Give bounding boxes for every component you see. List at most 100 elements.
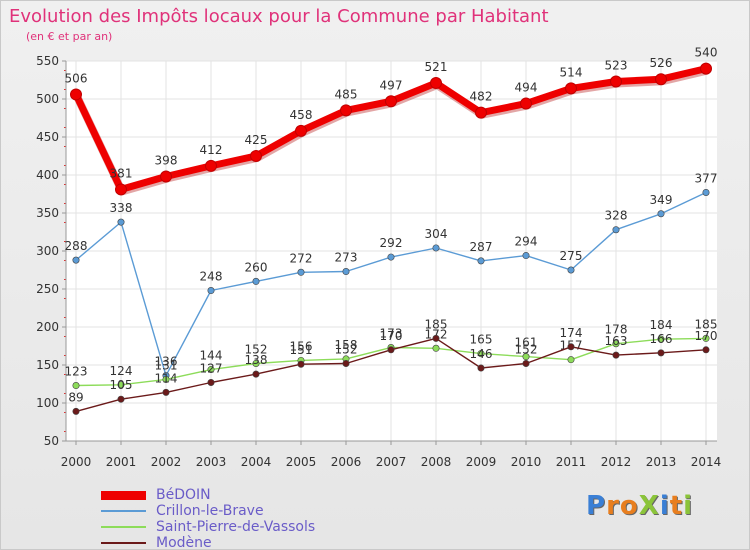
data-label-modene: 166 <box>650 332 673 346</box>
data-label-crillon-le-brave: 349 <box>650 193 673 207</box>
data-label-saint-pierre-de-vassols: 131 <box>155 358 178 372</box>
data-label-bedoin: 526 <box>650 56 673 70</box>
point-modene <box>612 351 620 359</box>
point-saint-pierre-de-vassols <box>702 334 710 342</box>
data-label-modene: 114 <box>155 371 178 385</box>
legend-swatch <box>101 510 146 512</box>
data-label-saint-pierre-de-vassols: 158 <box>335 338 358 352</box>
x-tick-label: 2008 <box>421 455 452 469</box>
point-crillon-le-brave <box>657 210 665 218</box>
data-label-bedoin: 494 <box>515 81 538 95</box>
data-label-bedoin: 458 <box>290 108 313 122</box>
point-bedoin <box>340 104 352 117</box>
chart-title: Evolution des Impôts locaux pour la Comm… <box>9 6 549 27</box>
y-tick-label: 550 <box>36 54 59 68</box>
data-label-bedoin: 412 <box>200 143 223 157</box>
x-tick-label: 2001 <box>106 455 137 469</box>
data-label-modene: 146 <box>470 347 493 361</box>
y-tick-label: 250 <box>36 282 59 296</box>
legend-item-crillon-le-brave: Crillon-le-Brave <box>101 503 315 519</box>
point-bedoin <box>385 95 397 108</box>
logo-letter: i <box>683 491 694 521</box>
data-label-modene: 152 <box>515 342 538 356</box>
point-bedoin <box>70 88 82 101</box>
y-tick-label: 450 <box>36 130 59 144</box>
point-saint-pierre-de-vassols <box>657 335 665 343</box>
x-tick-label: 2004 <box>241 455 272 469</box>
x-tick-label: 2010 <box>511 455 542 469</box>
data-label-modene: 151 <box>290 343 313 357</box>
data-label-saint-pierre-de-vassols: 144 <box>200 349 223 363</box>
point-crillon-le-brave <box>117 218 125 226</box>
point-crillon-le-brave <box>477 257 485 265</box>
data-label-saint-pierre-de-vassols: 178 <box>605 323 628 337</box>
data-label-crillon-le-brave: 260 <box>245 260 268 274</box>
data-label-crillon-le-brave: 273 <box>335 251 358 265</box>
point-crillon-le-brave <box>432 244 440 252</box>
y-tick-label: 100 <box>36 396 59 410</box>
point-saint-pierre-de-vassols <box>612 340 620 348</box>
point-crillon-le-brave <box>387 253 395 261</box>
data-label-saint-pierre-de-vassols: 172 <box>425 327 448 341</box>
point-modene <box>342 359 350 367</box>
y-tick-label: 50 <box>44 434 59 448</box>
data-label-modene: 170 <box>380 329 403 343</box>
data-label-modene: 127 <box>200 361 223 375</box>
data-label-bedoin: 497 <box>380 78 403 92</box>
point-crillon-le-brave <box>567 266 575 274</box>
point-bedoin <box>610 75 622 88</box>
x-tick-label: 2000 <box>61 455 92 469</box>
point-saint-pierre-de-vassols <box>522 353 530 361</box>
data-label-modene: 174 <box>560 326 583 340</box>
point-bedoin <box>250 150 262 162</box>
point-crillon-le-brave <box>612 226 620 234</box>
data-label-saint-pierre-de-vassols: 124 <box>110 364 133 378</box>
y-tick-label: 500 <box>36 92 59 106</box>
legend-swatch <box>101 526 146 528</box>
data-label-bedoin: 514 <box>560 65 583 79</box>
point-bedoin <box>475 106 487 119</box>
y-tick-label: 400 <box>36 168 59 182</box>
data-label-bedoin: 521 <box>425 60 448 74</box>
point-bedoin <box>160 170 172 183</box>
point-modene <box>522 359 530 367</box>
data-label-crillon-le-brave: 136 <box>155 355 178 369</box>
y-tick-label: 350 <box>36 206 59 220</box>
legend-label: Modène <box>156 535 212 550</box>
point-saint-pierre-de-vassols <box>477 350 485 358</box>
logo-letter: i <box>659 491 670 521</box>
point-crillon-le-brave <box>252 277 260 285</box>
data-label-saint-pierre-de-vassols: 123 <box>65 365 88 379</box>
data-label-crillon-le-brave: 338 <box>110 201 133 215</box>
legend-swatch <box>101 542 146 544</box>
legend-item-bedoin: BéDOIN <box>101 487 315 503</box>
point-saint-pierre-de-vassols <box>252 359 260 367</box>
data-label-bedoin: 485 <box>335 87 358 101</box>
y-tick-label: 300 <box>36 244 59 258</box>
data-label-crillon-le-brave: 248 <box>200 270 223 284</box>
data-label-bedoin: 506 <box>65 71 88 85</box>
point-modene <box>207 378 215 386</box>
data-label-crillon-le-brave: 272 <box>290 251 313 265</box>
x-tick-label: 2003 <box>196 455 227 469</box>
data-label-crillon-le-brave: 294 <box>515 235 538 249</box>
point-bedoin <box>430 77 442 90</box>
point-modene <box>162 388 170 396</box>
point-crillon-le-brave <box>702 188 710 196</box>
point-bedoin <box>565 82 577 95</box>
data-label-bedoin: 398 <box>155 154 178 168</box>
data-label-crillon-le-brave: 287 <box>470 240 493 254</box>
point-bedoin <box>205 159 217 172</box>
data-label-saint-pierre-de-vassols: 173 <box>380 327 403 341</box>
legend-swatch <box>101 490 146 500</box>
chart-legend: BéDOIN Crillon-le-Brave Saint-Pierre-de-Va… <box>101 487 315 550</box>
point-modene <box>432 334 440 342</box>
data-label-modene: 152 <box>335 342 358 356</box>
x-tick-label: 2013 <box>646 455 677 469</box>
x-tick-label: 2014 <box>691 455 722 469</box>
data-label-modene: 170 <box>695 329 718 343</box>
data-label-modene: 138 <box>245 353 268 367</box>
data-label-bedoin: 482 <box>470 90 493 104</box>
data-label-bedoin: 523 <box>605 59 628 73</box>
